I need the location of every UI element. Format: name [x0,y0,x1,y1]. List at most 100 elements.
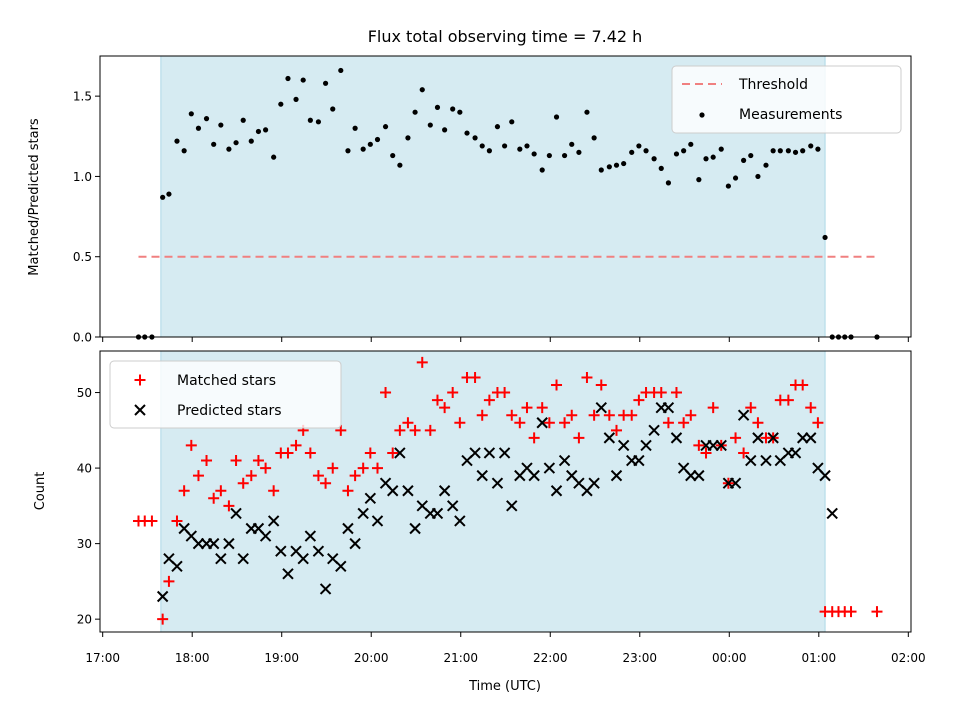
matched-star-point [185,439,197,451]
matched-star-point [670,387,682,399]
measurement-point [517,146,523,152]
matched-star-point [215,485,227,497]
matched-star-point [349,470,361,482]
matched-star-point [439,402,451,414]
predicted-star-point [394,447,406,459]
measurement-point [710,154,716,160]
predicted-star-point [715,439,727,452]
matched-star-point [752,417,764,429]
matched-star-point [268,485,280,497]
matched-star-point [812,417,824,429]
matched-star-point [693,439,705,451]
measurement-point [195,125,202,131]
predicted-star-point [446,500,459,512]
measurement-point [718,146,724,152]
predicted-star-point [640,439,652,452]
measurement-point [725,183,731,189]
matched-star-point [171,515,183,527]
matched-star-point [745,402,757,414]
measurement-point [457,109,463,115]
measurement-point [322,80,329,86]
predicted-star-point [506,500,518,512]
measurement-point [360,146,366,152]
matched-star-point [662,417,674,429]
measurement-point [502,143,508,149]
predicted-star-point [319,583,332,595]
measurement-point [307,117,313,123]
measurement-point [271,154,277,160]
measurement-point [203,116,210,122]
measurement-point [174,138,180,144]
matched-star-point [797,379,809,391]
predicted-star-point [207,537,220,550]
measurement-point [822,234,828,241]
predicted-star-point [223,537,235,550]
predicted-star-point [409,522,421,535]
predicted-star-point [729,477,742,489]
measurement-point [770,148,776,154]
predicted-star-point [349,537,361,550]
measurement-point [636,143,642,149]
predicted-star-point [767,432,779,444]
predicted-star-point [789,447,802,459]
y-tick-label: 30 [77,537,92,551]
bottom-y-axis-label: Count [33,472,48,511]
matched-star-point [335,424,347,436]
measurement-point [643,148,649,154]
measurement-point [419,87,425,93]
measurement-point [486,148,492,154]
matched-star-point [223,500,235,512]
legend-threshold-label: Threshold [738,77,808,93]
matched-star-point [678,417,690,429]
measurement-point [427,122,433,128]
matched-star-point [603,409,615,421]
predicted-star-point [259,530,272,542]
matched-star-point [573,432,585,444]
measurement-point [584,109,590,115]
matched-star-point [416,356,428,368]
matched-star-point [290,439,302,451]
predicted-star-point [304,530,317,542]
predicted-star-point [312,545,325,557]
measurement-point [211,141,217,147]
predicted-star-point [476,469,488,482]
legend-box [671,65,902,134]
predicted-star-point [483,447,496,459]
predicted-star-point [745,454,757,467]
predicted-star-point [536,417,548,429]
predicted-star-point [662,401,675,414]
matched-star-point [626,409,638,421]
predicted-star-point [633,454,645,467]
legend-measurements-swatch [699,112,705,118]
matched-star-point [805,402,817,414]
x-tick-label: 23:00 [622,651,657,665]
measurement-point [188,111,194,117]
matched-star-point [357,462,369,474]
matched-star-point [260,462,272,474]
measurement-point [703,156,709,162]
measurement-point [763,162,769,168]
measurement-point [472,135,478,141]
predicted-star-point [610,469,623,482]
measurement-point [569,141,575,147]
top-plot: 0.0 0.5 1.0 1.5 Threshold Measurements [73,55,912,345]
measurement-point [696,177,702,183]
legend-matched-label: Matched stars [177,373,276,389]
measurement-point [412,109,418,115]
matched-star-point [364,447,376,459]
x-tick-label: 19:00 [264,651,299,665]
legend-matched-swatch [134,374,146,386]
measurement-point [732,175,739,181]
measurement-point [240,117,246,123]
measurement-point [576,149,582,155]
predicted-star-point [693,469,705,482]
measurement-point [181,148,187,154]
matched-star-point [588,409,600,421]
measurement-point [278,101,284,107]
predicted-star-point [498,447,511,459]
predicted-star-point [469,447,481,459]
predicted-star-point [402,485,414,497]
matched-star-point [506,409,518,421]
measurement-point [479,143,485,149]
matched-star-point [581,371,593,383]
